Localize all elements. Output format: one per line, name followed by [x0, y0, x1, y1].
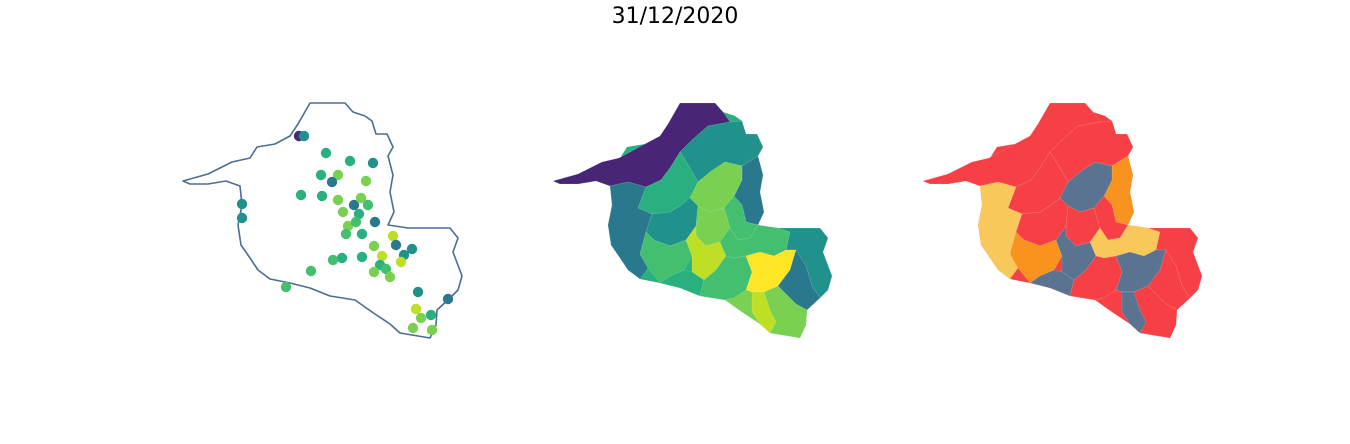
municipality-point	[384, 271, 396, 283]
municipality-point	[442, 293, 454, 305]
municipality-point	[356, 251, 368, 263]
state-outline	[182, 102, 463, 339]
municipality-region	[1121, 291, 1147, 334]
municipality-region	[1029, 269, 1075, 297]
municipality-point	[367, 157, 379, 169]
municipality-point	[320, 147, 332, 159]
municipality-point	[305, 265, 317, 277]
municipality-point	[387, 230, 399, 242]
municipality-point	[316, 190, 328, 202]
classified-map	[922, 102, 1203, 339]
municipality-point	[410, 303, 422, 315]
municipality-point	[344, 155, 356, 167]
municipality-region	[1089, 224, 1161, 259]
municipality-point	[337, 206, 349, 218]
municipality-point	[280, 281, 292, 293]
municipality-point	[412, 286, 424, 298]
municipality-point	[326, 176, 338, 188]
municipality-point	[332, 169, 344, 181]
municipality-point	[348, 199, 360, 211]
municipality-point	[342, 220, 354, 232]
choropleth-map	[552, 102, 833, 339]
point-map	[182, 102, 463, 339]
municipality-point	[355, 192, 367, 204]
municipality-point	[353, 208, 365, 220]
municipality-point	[332, 194, 344, 206]
municipality-point	[426, 324, 438, 336]
municipality-point	[380, 263, 392, 275]
municipality-point	[327, 254, 339, 266]
municipality-point	[406, 243, 418, 255]
municipality-point	[360, 175, 372, 187]
municipality-point	[236, 212, 248, 224]
municipality-point	[295, 189, 307, 201]
municipality-point	[356, 228, 368, 240]
municipality-point	[236, 198, 248, 210]
municipality-point	[369, 216, 381, 228]
municipality-region	[719, 224, 791, 259]
municipality-point	[376, 250, 388, 262]
municipality-region	[751, 291, 777, 334]
municipality-point	[368, 266, 380, 278]
municipality-region	[659, 269, 705, 297]
municipality-point	[407, 322, 419, 334]
municipality-point	[336, 252, 348, 264]
municipality-point	[415, 312, 427, 324]
municipality-point	[368, 240, 380, 252]
municipality-point	[390, 239, 402, 251]
municipality-point	[315, 169, 327, 181]
municipality-point	[425, 309, 437, 321]
municipality-point	[395, 256, 407, 268]
municipality-point	[340, 228, 352, 240]
page-title: 31/12/2020	[611, 4, 739, 29]
municipality-point	[362, 199, 374, 211]
municipality-point	[350, 216, 362, 228]
municipality-point	[298, 130, 310, 142]
